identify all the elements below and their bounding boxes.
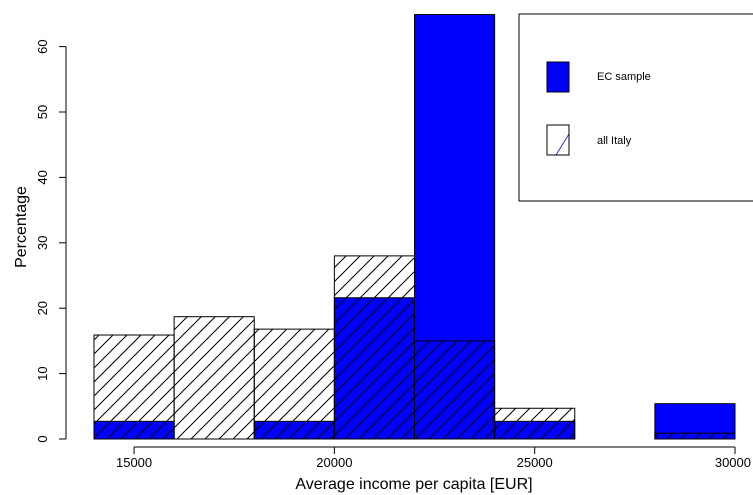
x-tick-label-20000: 20000 — [316, 455, 352, 470]
bar-all-italy-16000 — [173, 316, 255, 440]
y-tick-label-50: 50 — [35, 105, 50, 119]
x-tick-label-15000: 15000 — [116, 455, 152, 470]
y-tick-label-30: 30 — [35, 236, 50, 250]
legend-swatch-all-italy-bg — [547, 125, 569, 155]
y-axis-title: Percentage — [13, 186, 30, 268]
x-tick-label-25000: 25000 — [517, 455, 553, 470]
all-italy-bars — [93, 255, 736, 440]
x-axis: 15000 20000 25000 30000 — [116, 446, 751, 470]
bar-all-italy-28000 — [654, 432, 736, 440]
bar-all-italy-18000 — [253, 328, 335, 440]
legend-swatch-ec-sample — [546, 61, 570, 93]
y-axis: 0 10 20 30 40 50 60 — [35, 39, 67, 443]
legend-swatch-all-italy — [546, 124, 570, 156]
x-axis-title: Average income per capita [EUR] — [295, 476, 532, 493]
bar-all-italy-24000 — [494, 407, 576, 440]
y-tick-label-40: 40 — [35, 170, 50, 184]
y-tick-label-60: 60 — [35, 39, 50, 53]
y-tick-label-10: 10 — [35, 366, 50, 380]
bar-all-italy-14000 — [93, 334, 175, 440]
legend-swatch-all-italy-hatch — [555, 133, 570, 156]
legend-label-ec-sample: EC sample — [597, 71, 651, 83]
y-tick-label-20: 20 — [35, 301, 50, 315]
bar-all-italy-22000 — [414, 340, 496, 440]
x-tick-label-30000: 30000 — [715, 455, 751, 470]
legend-box — [518, 13, 753, 202]
bar-all-italy-20000 — [333, 255, 415, 440]
y-tick-label-0: 0 — [35, 435, 50, 442]
legend-label-all-italy: all Italy — [597, 135, 632, 147]
legend: EC sample all Italy — [518, 13, 753, 202]
